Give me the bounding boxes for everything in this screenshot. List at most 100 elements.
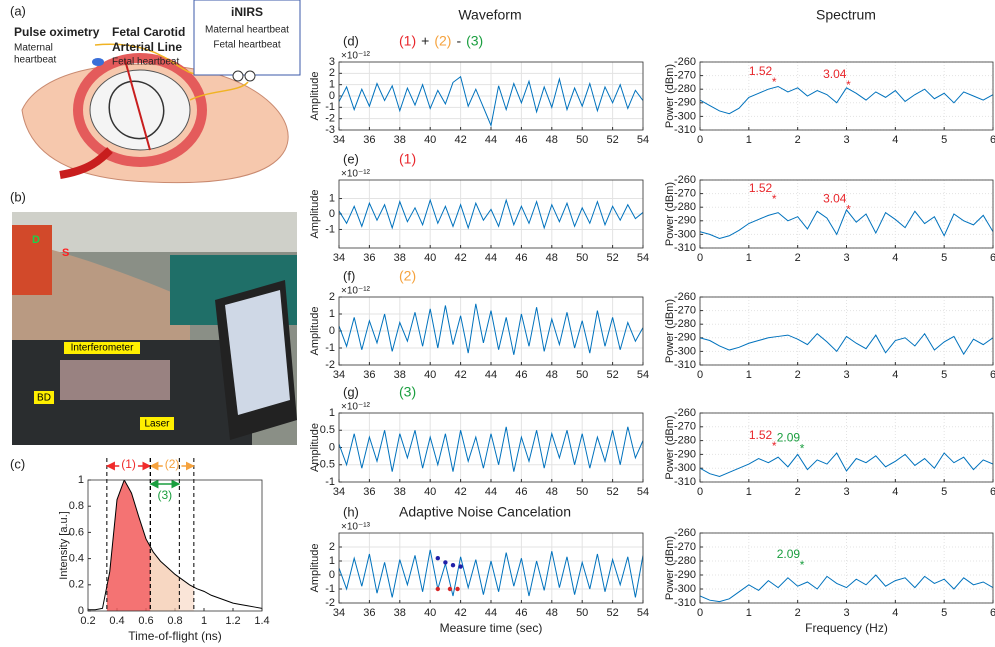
y-tick-label: -280 [674,83,696,95]
peak-label: 1.52 [749,181,773,195]
peak-star: * [846,78,851,92]
plot: -2 -1 0 1 2 34 36 38 40 42 44 46 48 50 52 54 Amplitude ×1… [309,268,649,381]
tag: BD [37,393,51,404]
y-axis-label: Power (dBm) [664,536,676,600]
marker: D [32,234,40,246]
x-tick-label: 38 [394,369,406,381]
x-axis-label: Frequency (Hz) [805,621,888,635]
region-label: (1) [121,457,136,471]
x-tick-label: 48 [546,134,558,146]
x-tick-label: 0.6 [138,615,153,627]
y-tick-label: 0 [329,569,335,581]
x-tick-label: 1 [746,134,752,146]
x-tick-label: 34 [333,134,345,146]
x-tick-label: 48 [546,607,558,619]
uterus [73,53,207,167]
x-tick-label: 44 [485,607,497,619]
x-tick-label: 2 [795,369,801,381]
y-tick-label: -270 [674,188,696,200]
y-tick-label: -2 [325,113,335,125]
plot: 00.20.40.60.810.2 0.4 0.6 0.8 1 1.2 1.4(1) (2)(… [58,457,270,643]
oximeter [92,58,104,66]
x-tick-label: 3 [843,134,849,146]
y-tick-label: -270 [674,541,696,553]
peak-label: 1.52 [749,64,773,78]
y-tick-label: -290 [674,448,696,460]
title-part: (1) [399,33,416,49]
y-tick-label: -3 [325,124,335,136]
region-shade [106,480,151,611]
panel-label: (b) [10,189,26,204]
label: Pulse oximetry [14,25,100,39]
y-tick-label: -300 [674,110,696,122]
region-label: (3) [158,488,173,502]
marker-dot [443,560,448,565]
data-line [700,85,993,115]
y-tick-label: -260 [674,527,696,539]
x-tick-label: 6 [990,134,995,146]
x-tick-label: 5 [941,369,947,381]
data-line [700,332,993,356]
peak-star: * [772,75,777,89]
x-tick-label: 40 [424,607,436,619]
x-tick-label: 0 [697,607,703,619]
peak-star: * [772,439,777,453]
y-tick-label: -310 [674,359,696,371]
drape [12,225,52,295]
x-tick-label: 44 [485,134,497,146]
y-tick-label: 3 [329,56,335,68]
plot-frame [338,532,644,604]
column-header: Waveform [458,7,521,23]
x-tick-label: 3 [843,369,849,381]
inirs-box [193,0,301,76]
x-tick-label: 52 [606,486,618,498]
plot-frame [699,296,994,366]
marker-dot [455,586,460,592]
marker: S [62,247,69,259]
y-tick-label: -270 [674,70,696,82]
y-axis-label: Intensity [a.u.] [58,511,70,579]
label: heartbeat [14,55,56,66]
y-tick-label: 1 [329,192,335,204]
x-axis-label: Measure time (sec) [440,621,543,635]
tag: Interferometer [71,343,134,354]
x-tick-label: 34 [333,369,345,381]
x-tick-label: 52 [606,607,618,619]
marker-dot [458,564,463,569]
x-tick-label: 4 [892,607,898,619]
x-tick-label: 38 [394,134,406,146]
interferometer [60,360,170,400]
peak-label: 2.09 [777,547,801,561]
y-tick-label: -270 [674,421,696,433]
x-tick-label: 42 [454,252,466,264]
panel-label: (d) [343,33,359,48]
y-tick-label: -260 [674,174,696,186]
x-tick-label: 46 [515,607,527,619]
y-tick-label: 1 [329,555,335,567]
y-axis-label: Amplitude [309,307,321,356]
x-tick-label: 44 [485,486,497,498]
x-tick-label: 50 [576,369,588,381]
y-tick-label: 1 [329,308,335,320]
x-tick-label: 2 [795,134,801,146]
tag-bg [64,342,140,354]
y-tick-label: 1 [329,407,335,419]
x-tick-label: 5 [941,486,947,498]
marker-dot [435,556,440,561]
y-tick-label: -1 [325,476,335,488]
data-line [700,208,993,240]
label: iNIRS [231,5,263,19]
x-tick-label: 48 [546,486,558,498]
x-tick-label: 0.4 [109,615,124,627]
x-tick-label: 5 [941,134,947,146]
panel-label: (h) [343,504,359,519]
y-axis-label: Power (dBm) [664,182,676,246]
arterial-line [124,59,151,151]
peak-label: 2.09 [777,431,801,445]
y-tick-label: -1 [325,223,335,235]
x-axis-label: Time-of-flight (ns) [128,629,222,643]
data-line [339,549,643,598]
x-tick-label: 48 [546,252,558,264]
y-tick-label: -300 [674,583,696,595]
